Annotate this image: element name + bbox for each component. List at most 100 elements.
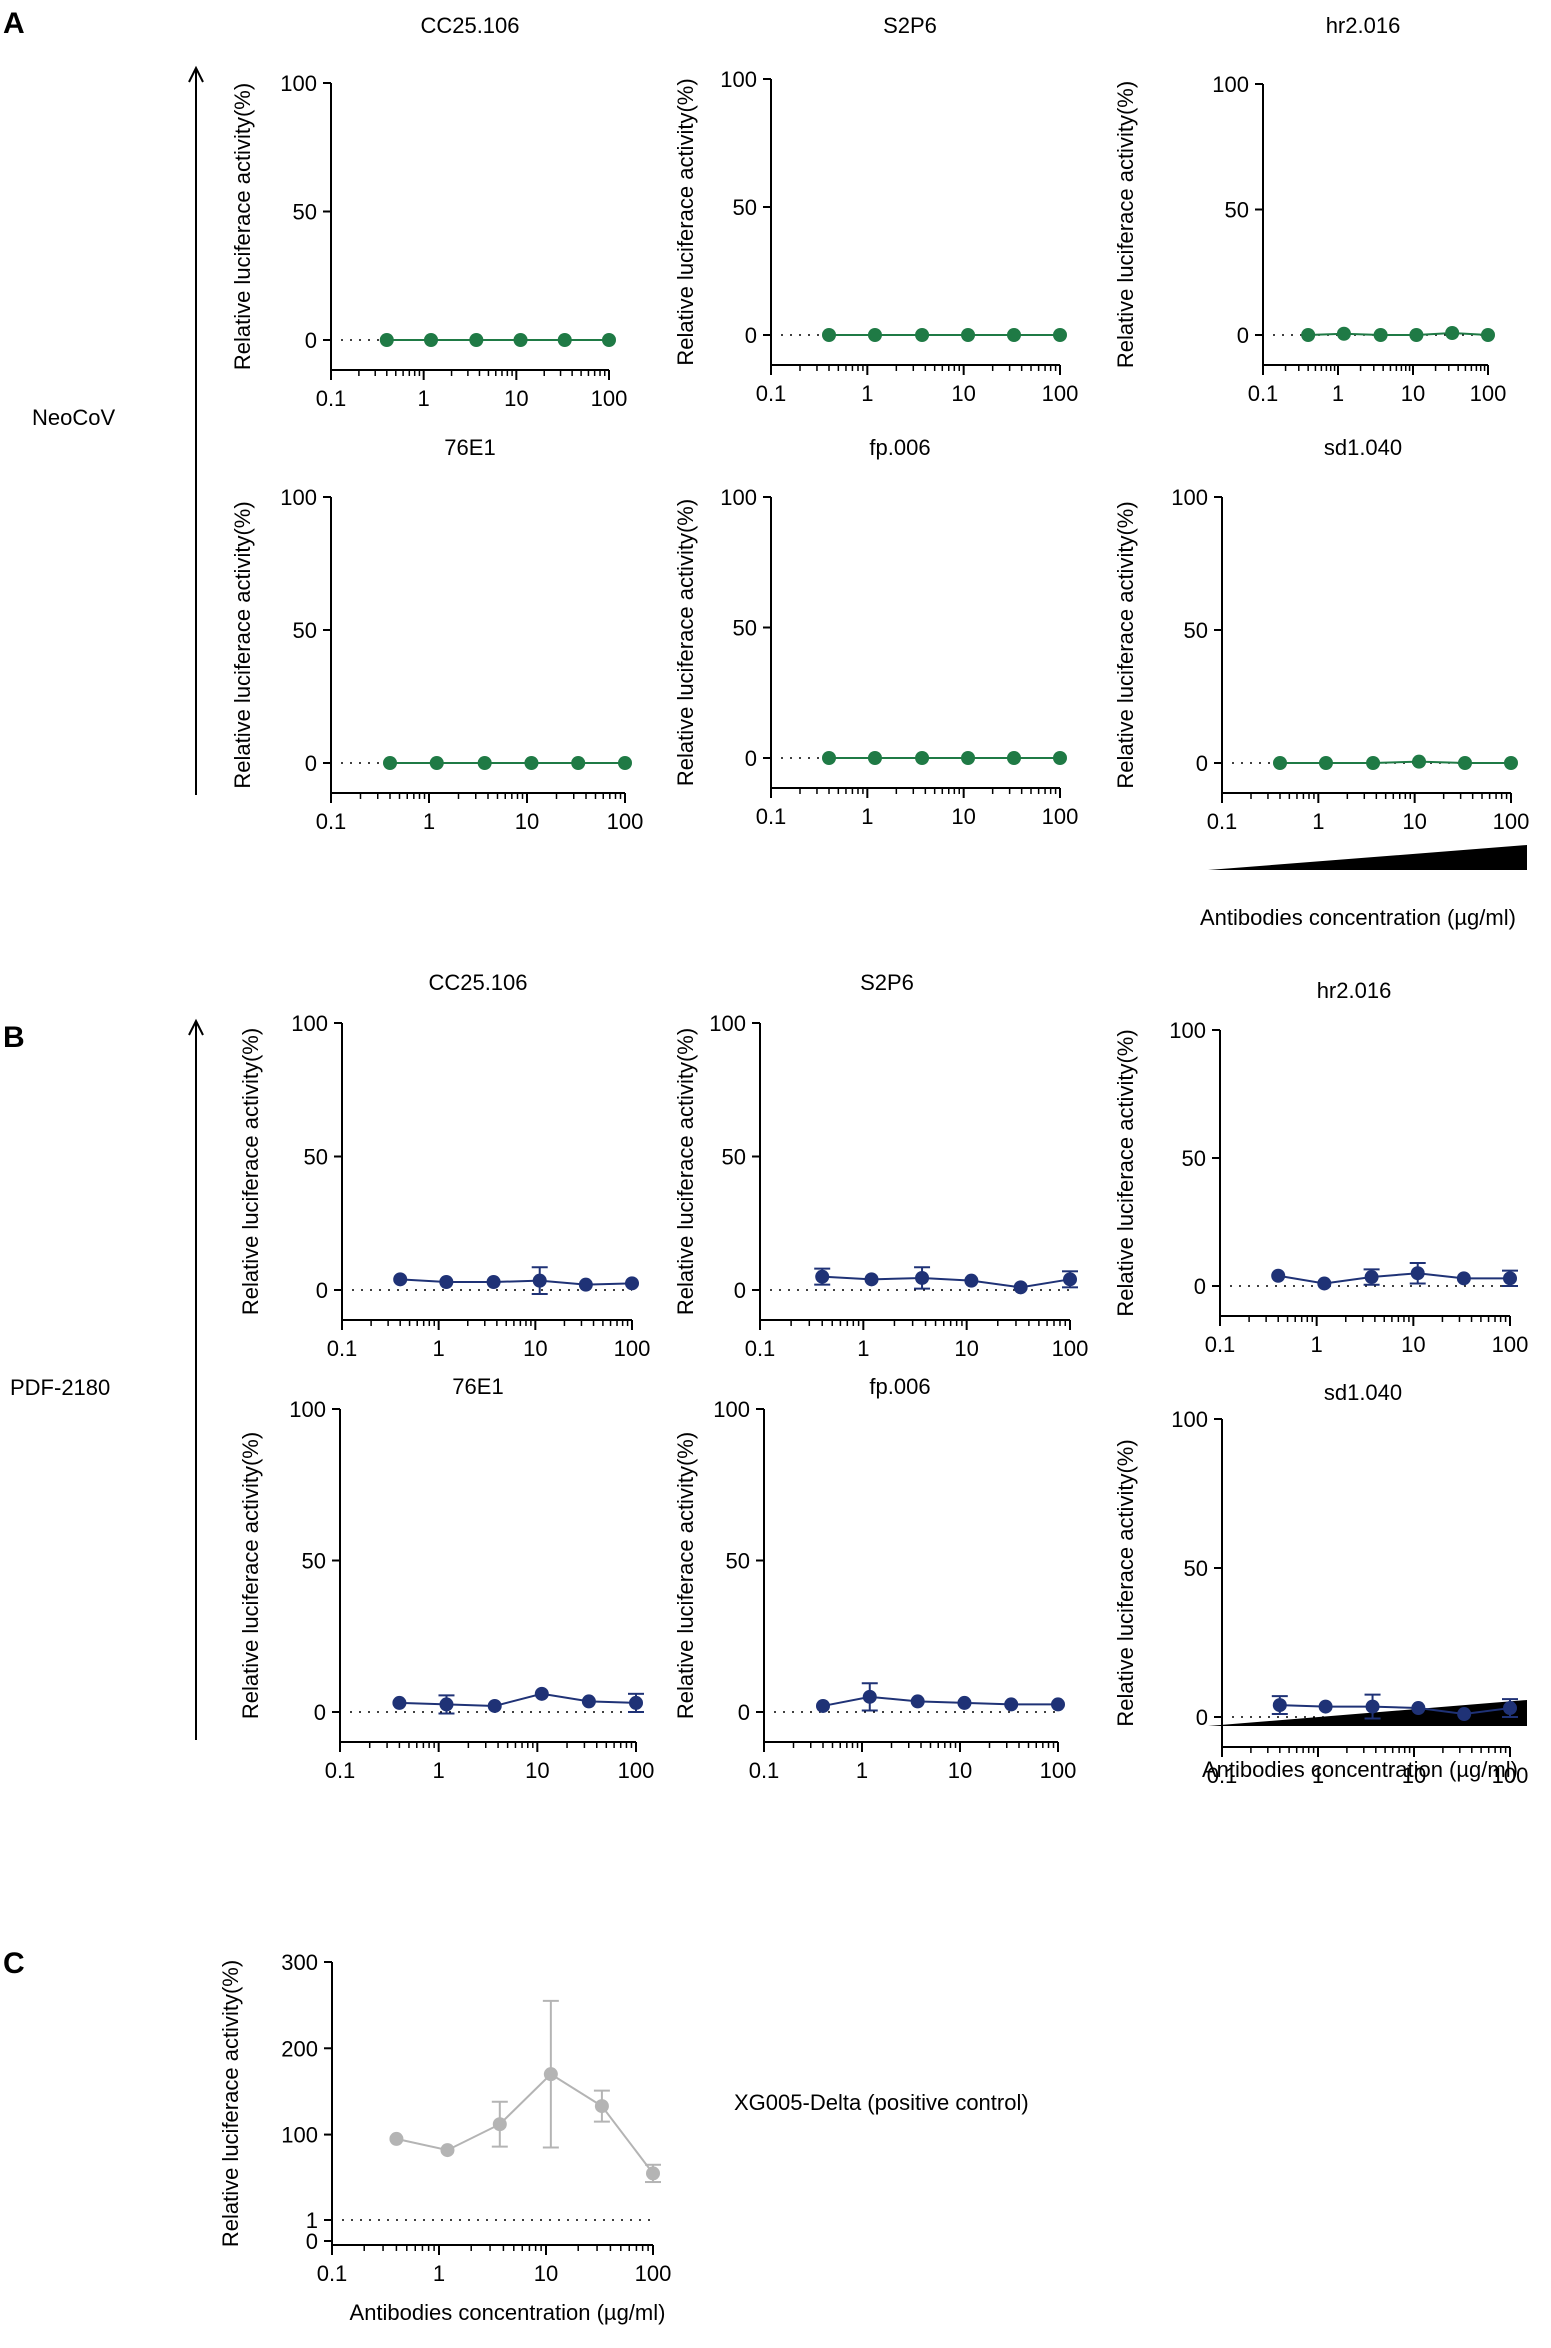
- chart-a-cc25-106-point: [557, 333, 572, 347]
- chart-b-hr2-016-x-tick-label: 0.1: [1205, 1332, 1236, 1357]
- arrow-a-icon: [188, 65, 204, 795]
- chart-a-hr2-016-x-tick-label: 10: [1401, 381, 1425, 406]
- chart-a-fp-006-x-tick-label: 10: [951, 804, 975, 829]
- chart-b-76e1-x-tick-label: 100: [618, 1758, 655, 1783]
- chart-a-hr2-016-y-tick-label: 100: [1212, 72, 1249, 97]
- chart-b-fp-006-y-tick-label: 50: [726, 1549, 750, 1574]
- chart-a-fp-006-point: [867, 751, 882, 765]
- chart-a-hr2-016-x-tick-label: 1: [1332, 381, 1344, 406]
- chart-b-s2p6-point: [815, 1269, 830, 1284]
- chart-a-s2p6-x-tick-label: 10: [951, 381, 975, 406]
- chart-a-76e1-point: [618, 756, 632, 770]
- chart-b-76e1-point: [581, 1694, 596, 1709]
- chart-b-hr2-016-x-tick-label: 100: [1492, 1332, 1529, 1357]
- chart-b-s2p6-x-tick-label: 1: [857, 1336, 869, 1361]
- chart-b-hr2-016-series-line: [1278, 1272, 1510, 1285]
- chart-b-sd1-040-point: [1457, 1707, 1472, 1722]
- chart-a-fp-006-title: fp.006: [869, 435, 930, 460]
- chart-a-s2p6: S2P6 0 50 100 0.1 1 10 100 Relative luciferace a…: [673, 13, 1078, 406]
- chart-a-76e1-x-tick-label: 0.1: [316, 809, 347, 834]
- chart-b-76e1-point: [392, 1695, 407, 1710]
- chart-a-cc25-106-point: [513, 333, 528, 347]
- chart-b-76e1: 76E1 0 50 100 0.1 1 10 100 Relative luciferace a…: [238, 1374, 654, 1783]
- chart-b-fp-006-point: [910, 1694, 925, 1709]
- chart-a-cc25-106-x-tick-label: 1: [418, 386, 430, 411]
- chart-b-sd1-040-point: [1318, 1699, 1333, 1714]
- chart-a-fp-006-x-tick-label: 1: [861, 804, 873, 829]
- chart-a-sd1-040-y-tick-label: 100: [1171, 485, 1208, 510]
- chart-a-sd1-040-x-tick-label: 1: [1312, 809, 1324, 834]
- chart-a-fp-006-x-tick-label: 100: [1042, 804, 1079, 829]
- chart-a-fp-006-point: [1006, 751, 1021, 765]
- chart-a-fp-006-x-tick-label: 0.1: [756, 804, 787, 829]
- chart-a-s2p6-x-tick-label: 1: [861, 381, 873, 406]
- chart-a-sd1-040-y-tick-label: 50: [1184, 618, 1208, 643]
- chart-b-sd1-040-point: [1503, 1701, 1517, 1716]
- chart-c-control-y-tick-label: 200: [281, 2036, 318, 2061]
- chart-b-hr2-016-y-tick-label: 100: [1169, 1018, 1206, 1043]
- chart-a-hr2-016-point: [1445, 325, 1460, 340]
- chart-c-control-point: [646, 2166, 660, 2181]
- chart-b-fp-006-x-tick-label: 1: [856, 1758, 868, 1783]
- chart-a-76e1-point: [383, 756, 398, 770]
- chart-b-sd1-040-y-tick-label: 0: [1196, 1705, 1208, 1730]
- chart-a-cc25-106-y-tick-label: 100: [280, 71, 317, 96]
- chart-b-hr2-016-x-tick-label: 1: [1311, 1332, 1323, 1357]
- chart-a-sd1-040-point: [1318, 756, 1333, 770]
- chart-c-control-x-tick-label: 0.1: [317, 2261, 348, 2286]
- chart-b-hr2-016: hr2.016 0 50 100 0.1 1 10 100 Relative luciferac…: [1113, 978, 1528, 1357]
- chart-a-s2p6-point: [915, 328, 930, 342]
- chart-a-hr2-016-point: [1373, 328, 1388, 342]
- chart-b-cc25-106-series-line: [400, 1278, 633, 1286]
- chart-b-fp-006-title: fp.006: [869, 1374, 930, 1399]
- chart-b-sd1-040-point: [1411, 1701, 1426, 1716]
- chart-a-s2p6-point: [1006, 328, 1021, 342]
- chart-a-76e1-y-tick-label: 0: [305, 751, 317, 776]
- chart-a-sd1-040-point: [1272, 756, 1287, 770]
- chart-a-76e1-point: [524, 756, 539, 770]
- chart-b-sd1-040-y-label: Relative luciferace activity(%): [1113, 1439, 1138, 1726]
- chart-a-s2p6-point: [961, 328, 976, 342]
- chart-b-s2p6-point: [1013, 1280, 1028, 1295]
- chart-a-76e1-point: [571, 756, 586, 770]
- chart-b-s2p6-y-tick-label: 50: [722, 1145, 746, 1170]
- chart-a-hr2-016: hr2.016 0 50 100 0.1 1 10 100 Relative luciferac…: [1113, 13, 1506, 406]
- chart-a-s2p6-point: [867, 328, 882, 342]
- chart-a-sd1-040: sd1.040 0 50 100 0.1 1 10 100 Relative luciferac…: [1113, 435, 1529, 834]
- chart-a-sd1-040-title: sd1.040: [1324, 435, 1402, 460]
- concentration-label-a: Antibodies concentration (µg/ml): [1200, 905, 1516, 930]
- chart-c-control-y-label: Relative luciferace activity(%): [218, 1960, 243, 2247]
- chart-c-control-point: [440, 2143, 455, 2158]
- chart-b-cc25-106-point: [393, 1272, 408, 1287]
- panel-label-a: A: [3, 7, 25, 40]
- chart-b-fp-006-y-label: Relative luciferace activity(%): [673, 1432, 698, 1719]
- concentration-gradient-a-icon: [1208, 845, 1527, 870]
- chart-b-fp-006-y-tick-label: 0: [738, 1700, 750, 1725]
- chart-a-cc25-106-y-tick-label: 50: [293, 200, 317, 225]
- chart-c-control-point: [543, 2067, 558, 2082]
- chart-b-cc25-106-title: CC25.106: [428, 970, 527, 995]
- chart-b-cc25-106-y-tick-label: 0: [316, 1278, 328, 1303]
- chart-a-fp-006-point: [961, 751, 976, 765]
- chart-b-fp-006-point: [957, 1695, 972, 1710]
- chart-b-s2p6: S2P6 0 50 100 0.1 1 10 100 Relative luciferace a…: [673, 970, 1088, 1361]
- chart-a-hr2-016-y-label: Relative luciferace activity(%): [1113, 81, 1138, 368]
- chart-b-76e1-series-line: [399, 1692, 637, 1707]
- chart-b-s2p6-x-tick-label: 0.1: [745, 1336, 776, 1361]
- chart-b-sd1-040-x-tick-label: 100: [1492, 1763, 1529, 1788]
- chart-b-hr2-016-point: [1317, 1276, 1332, 1291]
- chart-a-fp-006-y-tick-label: 100: [720, 485, 757, 510]
- chart-b-s2p6-title: S2P6: [860, 970, 914, 995]
- chart-a-hr2-016-point: [1301, 328, 1316, 342]
- chart-b-hr2-016-point: [1503, 1271, 1517, 1286]
- chart-b-76e1-y-tick-label: 50: [302, 1549, 326, 1574]
- chart-b-hr2-016-y-tick-label: 50: [1182, 1146, 1206, 1171]
- chart-b-sd1-040: sd1.040 0 50 100 0.1 1 10 100 Relative luciferac…: [1113, 1380, 1528, 1788]
- chart-a-76e1-y-tick-label: 50: [293, 618, 317, 643]
- chart-b-fp-006-point: [1051, 1697, 1065, 1712]
- chart-b-hr2-016-point: [1364, 1270, 1379, 1285]
- chart-b-cc25-106-x-tick-label: 1: [433, 1336, 445, 1361]
- arrow-b-icon: [188, 1018, 204, 1740]
